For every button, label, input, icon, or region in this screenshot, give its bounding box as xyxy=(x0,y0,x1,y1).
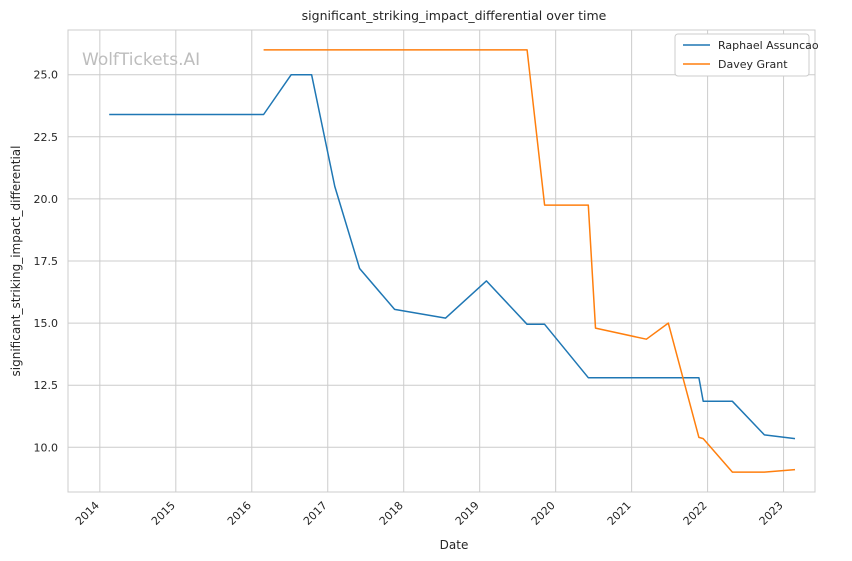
y-tick-label: 20.0 xyxy=(34,193,59,206)
x-axis-label: Date xyxy=(440,538,469,552)
x-tick-label: 2021 xyxy=(605,499,634,528)
x-tick-label: 2018 xyxy=(377,499,406,528)
x-tick-label: 2016 xyxy=(225,499,254,528)
y-tick-label: 22.5 xyxy=(34,131,59,144)
y-axis-ticks: 10.0 12.5 15.0 17.5 20.0 22.5 25.0 xyxy=(34,69,59,455)
legend: Raphael Assuncao Davey Grant xyxy=(674,33,819,77)
watermark: WolfTickets.AI xyxy=(82,50,200,70)
series-line-davey-grant xyxy=(263,49,796,473)
legend-label-raphael-assuncao: Raphael Assuncao xyxy=(718,39,819,52)
y-tick-label: 12.5 xyxy=(34,379,59,392)
y-tick-label: 25.0 xyxy=(34,69,59,82)
x-tick-label: 2014 xyxy=(73,499,102,528)
y-tick-label: 15.0 xyxy=(34,317,59,330)
grid-lines xyxy=(68,30,815,492)
x-tick-label: 2020 xyxy=(529,499,558,528)
y-tick-label: 17.5 xyxy=(34,255,59,268)
series-layer xyxy=(109,49,796,473)
y-axis-label: significant_striking_impact_differential xyxy=(9,146,23,377)
series-line-raphael-assuncao xyxy=(109,73,796,440)
x-tick-label: 2022 xyxy=(681,499,710,528)
chart-title: significant_striking_impact_differential… xyxy=(302,8,607,23)
x-axis-ticks: 2014 2015 2016 2017 2018 2019 2020 2021 2022 2023 xyxy=(73,499,786,528)
x-tick-label: 2023 xyxy=(757,499,786,528)
y-tick-label: 10.0 xyxy=(34,441,59,454)
x-tick-label: 2017 xyxy=(301,499,330,528)
legend-label-davey-grant: Davey Grant xyxy=(718,58,788,71)
x-tick-label: 2019 xyxy=(453,499,482,528)
x-tick-label: 2015 xyxy=(149,499,178,528)
